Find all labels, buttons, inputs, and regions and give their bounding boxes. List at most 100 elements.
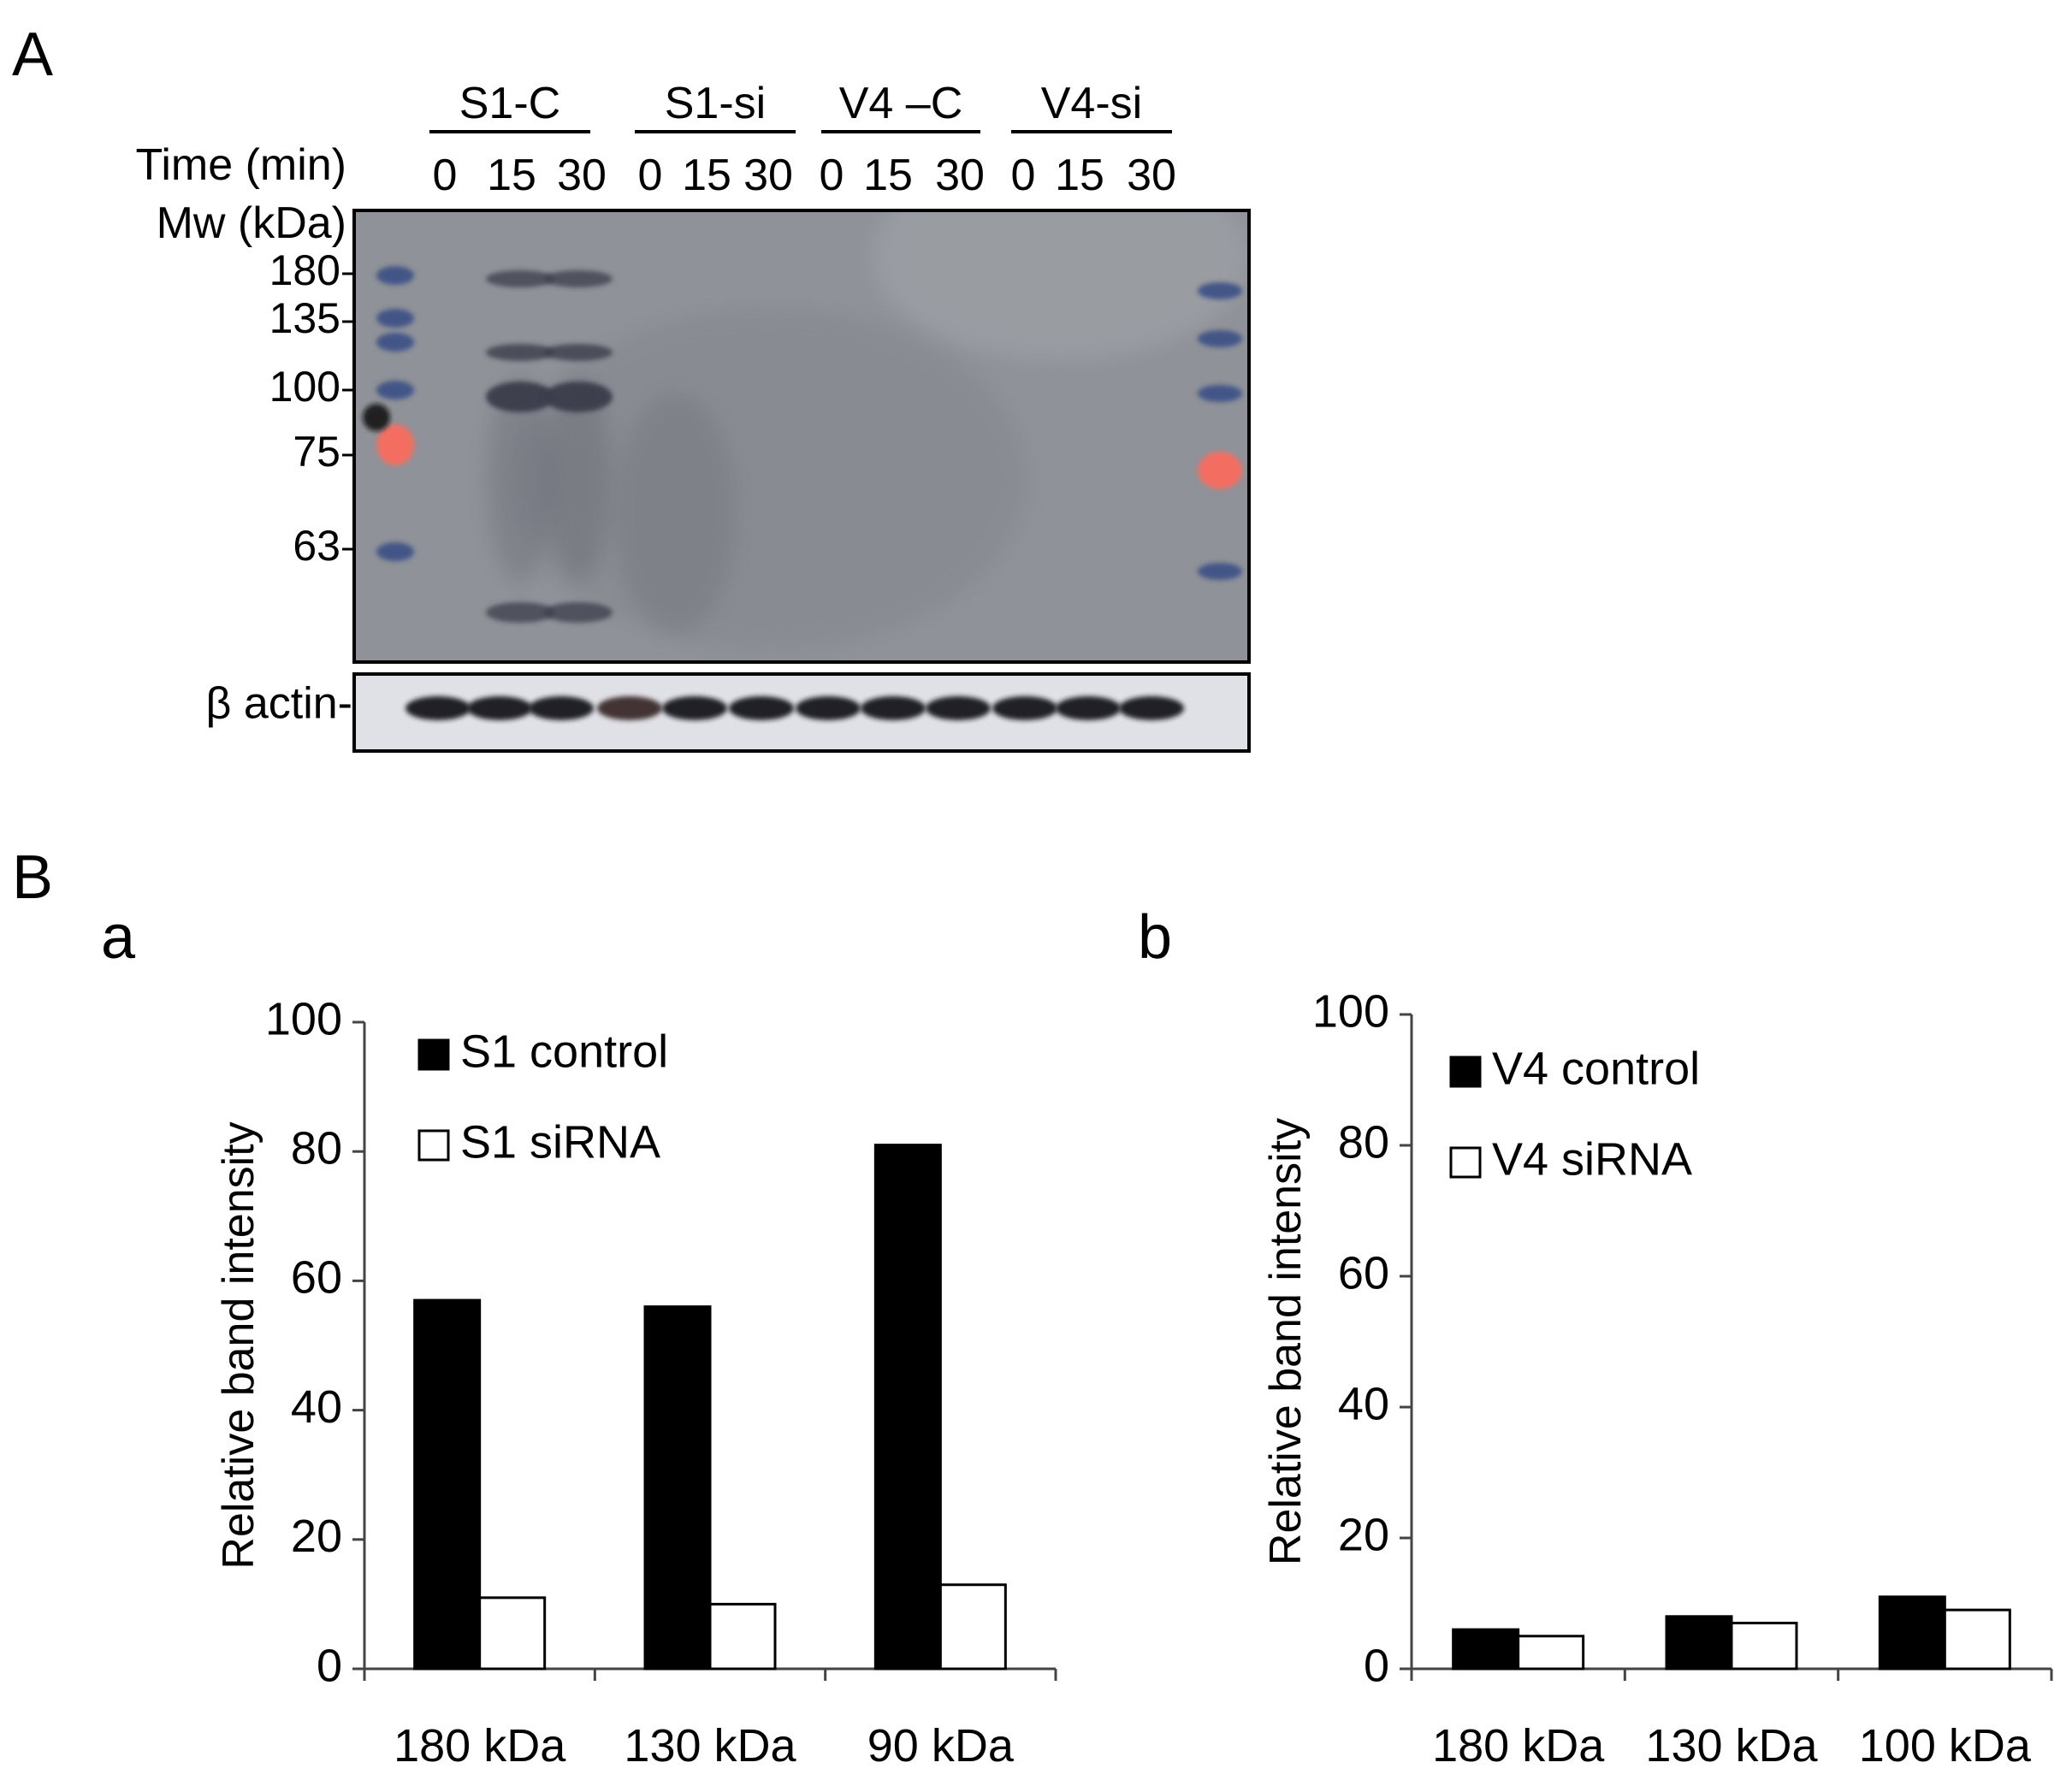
actin-band: [1056, 696, 1121, 720]
bar: [413, 1298, 482, 1671]
legend-swatch: [1449, 1146, 1482, 1179]
ladder-band: [1198, 282, 1242, 299]
actin-bands: [406, 696, 1184, 720]
panel-label-a: a: [101, 903, 136, 972]
y-tick-label: 80: [291, 1122, 342, 1174]
x-tick-label: 90 kDa: [867, 1720, 1015, 1771]
sample-smear: [488, 376, 553, 582]
time-label: 15: [1055, 151, 1104, 200]
time-axis-label: Time (min): [136, 140, 347, 190]
legend-label: S1 control: [460, 1026, 668, 1077]
mw-marker-label: 135: [269, 294, 340, 342]
membrane-border: [352, 209, 1251, 664]
bar: [1452, 1628, 1520, 1671]
bar-chart-b: 0 20 40 60 80 100 Relative band intensity 180 k…: [1261, 985, 2053, 1771]
lane-group-label: V4 –C: [839, 79, 963, 128]
actin-border: [352, 672, 1251, 753]
actin-band: [729, 696, 794, 720]
ladder-band: [376, 309, 414, 328]
mw-marker-label: 100: [269, 363, 340, 411]
actin-band: [926, 696, 991, 720]
ladder-band: [376, 381, 414, 399]
x-tick-label: 180 kDa: [394, 1720, 566, 1771]
legend-label: V4 siRNA: [1492, 1133, 1692, 1185]
time-label: 15: [682, 151, 731, 200]
actin-band: [1119, 696, 1184, 720]
time-label: 30: [557, 151, 607, 200]
time-label: 15: [487, 151, 536, 200]
y-tick-label: 60: [291, 1252, 342, 1304]
y-tick-label: 0: [317, 1640, 342, 1691]
panel-label-b: b: [1138, 903, 1172, 972]
y-tick-label: 80: [1338, 1116, 1389, 1168]
time-label: 0: [820, 151, 844, 200]
bar-chart-a: 0 20 40 60 80 100 Relative band intensity 180 k…: [214, 993, 1057, 1771]
ladder-band: [1198, 563, 1242, 580]
bar: [1943, 1608, 2011, 1671]
sample-band: [486, 602, 554, 623]
bar: [1517, 1635, 1585, 1671]
y-axis-label: Relative band intensity: [214, 1121, 263, 1569]
bar: [708, 1602, 777, 1671]
actin-band: [529, 696, 594, 720]
legend-swatch: [1449, 1056, 1482, 1088]
time-label: 30: [1127, 151, 1176, 200]
blot-lane-headers: S1-C S1-si V4 –C V4-si0 15 30 0 15 30 0 15 30 0 15 30: [429, 79, 1176, 200]
sample-smear: [546, 376, 611, 582]
y-tick-label: 100: [265, 993, 342, 1044]
ladder-band: [376, 424, 414, 465]
legend-swatch: [417, 1038, 450, 1071]
ladder-band: [1198, 330, 1242, 347]
membrane-highlight: [873, 210, 1249, 359]
bar: [1730, 1621, 1798, 1671]
panel-label-B: B: [12, 843, 53, 912]
y-tick-label: 0: [1364, 1640, 1389, 1691]
lane-group-label: V4-si: [1041, 79, 1142, 128]
ladder-band: [376, 266, 414, 285]
time-label: 30: [743, 151, 793, 200]
actin-band: [662, 696, 727, 720]
actin-band: [992, 696, 1057, 720]
x-tick-label: 130 kDa: [624, 1720, 796, 1771]
actin-band: [467, 696, 532, 720]
sample-band: [544, 270, 613, 287]
y-axis-label: Relative band intensity: [1261, 1118, 1311, 1565]
sample-band: [486, 344, 554, 361]
actin-strip: [354, 674, 1249, 751]
bar: [938, 1583, 1007, 1671]
x-tick-label: 100 kDa: [1859, 1720, 2032, 1771]
sample-band: [544, 344, 613, 361]
legend-label: S1 siRNA: [460, 1116, 660, 1168]
mw-axis-label: Mw (kDa): [157, 198, 346, 248]
legend-label: V4 control: [1492, 1043, 1700, 1094]
lane-group-label: S1-C: [459, 79, 560, 128]
x-tick-label: 180 kDa: [1432, 1720, 1605, 1771]
sample-smear: [616, 393, 736, 633]
y-tick-label: 100: [1312, 985, 1389, 1037]
actin-band: [796, 696, 861, 720]
actin-band: [597, 696, 662, 720]
x-tick-label: 130 kDa: [1645, 1720, 1818, 1771]
ladder-band: [376, 542, 414, 561]
ladder-dark-spot: [363, 404, 390, 431]
y-tick-label: 40: [1338, 1378, 1389, 1429]
time-label: 0: [1011, 151, 1036, 200]
bar: [1665, 1615, 1733, 1671]
ladder-band: [1198, 385, 1242, 402]
blot-bands: [363, 266, 1242, 633]
mw-marker-label: 63: [293, 522, 340, 570]
time-label: 0: [638, 151, 663, 200]
sample-band: [486, 270, 554, 287]
bar: [1878, 1595, 1946, 1671]
y-tick-label: 20: [1338, 1509, 1389, 1560]
y-tick-label: 20: [291, 1511, 342, 1562]
western-blot: S1-C S1-si V4 –C V4-si0 15 30 0 15 30 0 15 30 0 15 30 …: [136, 79, 1251, 753]
legend-swatch: [417, 1129, 450, 1162]
actin-label: β actin-: [205, 679, 352, 729]
bar: [643, 1305, 712, 1671]
y-tick-label: 60: [1338, 1247, 1389, 1298]
mw-marker-label: 180: [269, 246, 340, 294]
lane-group-label: S1-si: [665, 79, 766, 128]
mw-marker-label: 75: [293, 428, 340, 476]
